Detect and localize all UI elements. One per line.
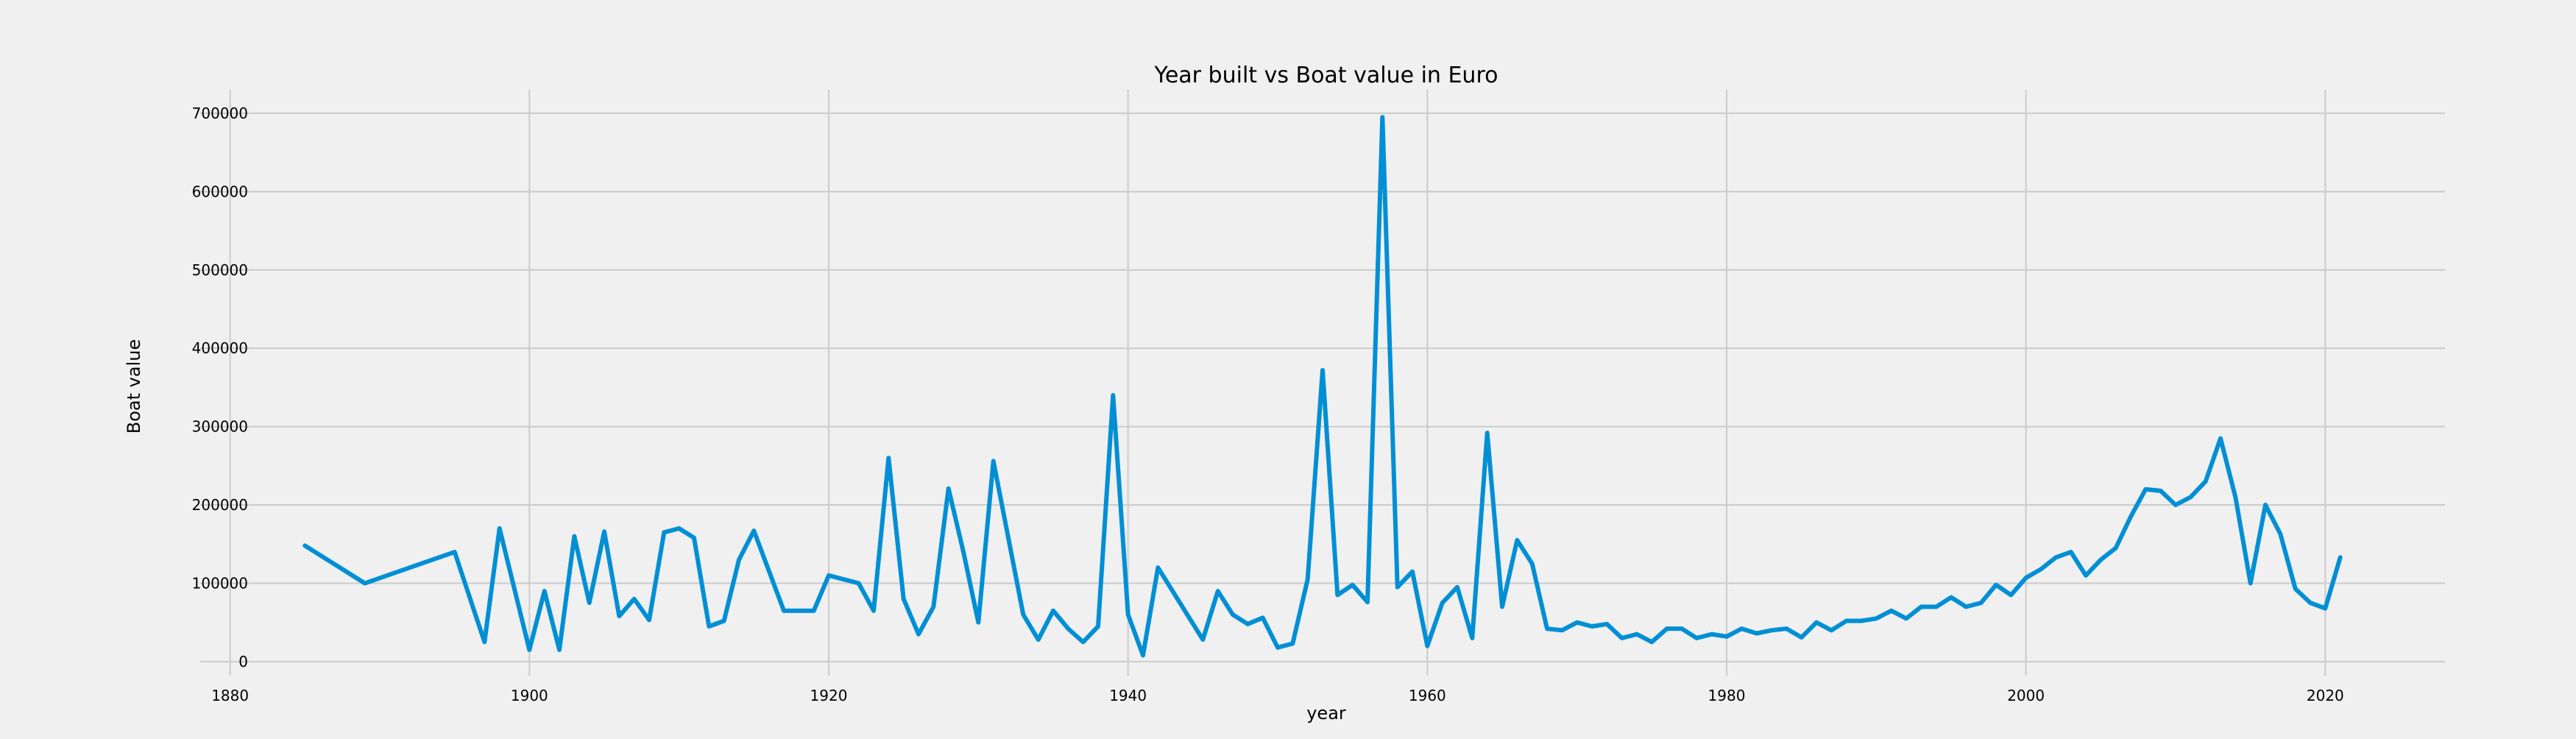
chart-title: Year built vs Boat value in Euro	[1154, 63, 1498, 88]
y-tick-label: 700000	[192, 105, 248, 122]
x-tick-label: 2000	[2007, 687, 2045, 704]
x-tick-label: 2020	[2307, 687, 2344, 704]
x-tick-label: 1920	[810, 687, 848, 704]
x-tick-label: 1960	[1409, 687, 1446, 704]
y-tick-label: 300000	[192, 418, 248, 436]
x-tick-label: 1880	[211, 687, 249, 704]
y-tick-label: 200000	[192, 496, 248, 514]
y-tick-label: 400000	[192, 339, 248, 357]
y-axis-label: Boat value	[124, 339, 144, 434]
y-tick-label: 500000	[192, 261, 248, 279]
y-tick-label: 100000	[192, 574, 248, 592]
x-tick-label: 1980	[1708, 687, 1746, 704]
x-tick-label: 1900	[511, 687, 548, 704]
y-tick-label: 600000	[192, 183, 248, 200]
x-tick-label: 1940	[1109, 687, 1147, 704]
x-axis-label: year	[1306, 703, 1346, 724]
y-tick-label: 0	[238, 653, 248, 671]
